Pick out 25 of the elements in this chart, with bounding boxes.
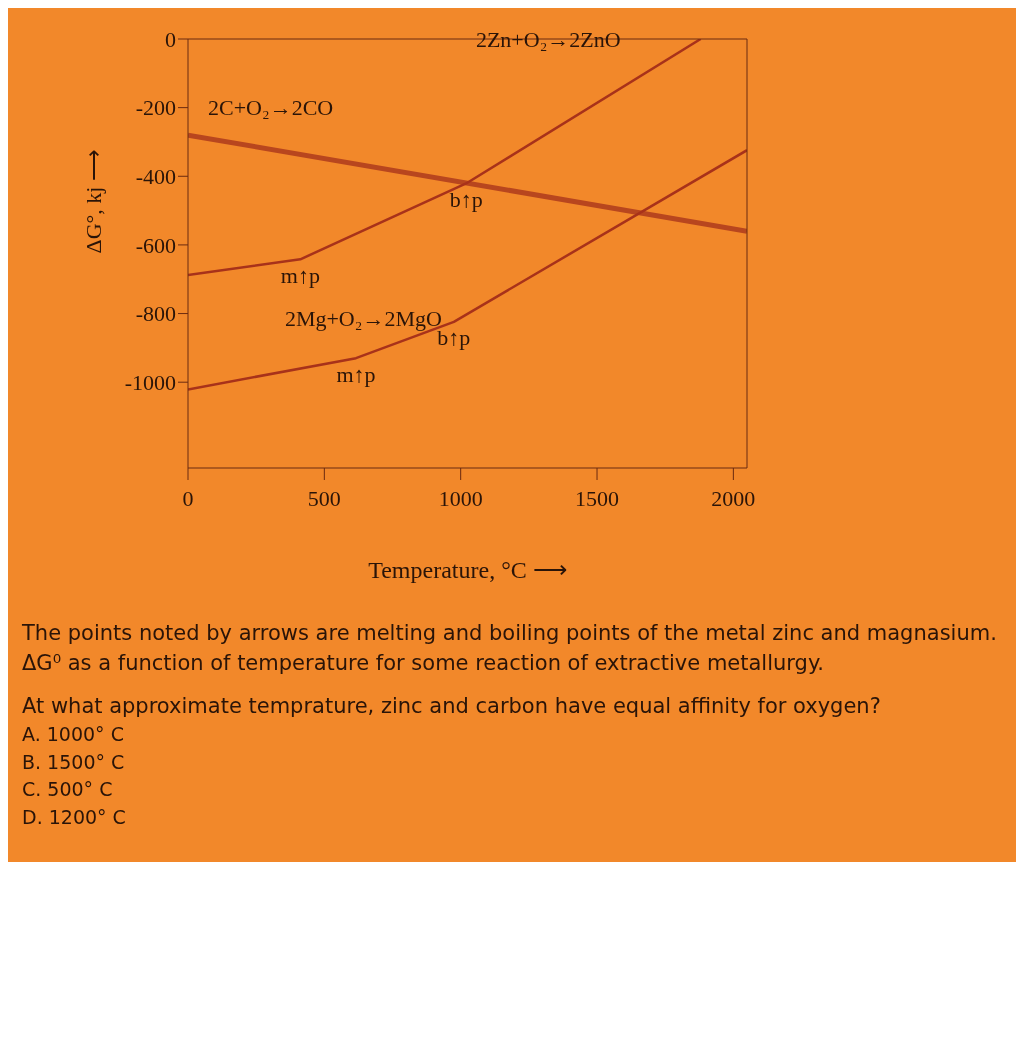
text: A. 1000° C	[22, 722, 125, 748]
y-tick-label: -400	[135, 164, 176, 190]
annotation: b↑p	[449, 187, 483, 213]
series-label: 2Zn+O₂→2ZnO	[475, 27, 621, 52]
annotation: m↑p	[280, 262, 320, 288]
y-tick-label: -1000	[124, 370, 176, 396]
text: At what approximate temprature, zinc and carbon have equal affinity for oxygen?	[22, 692, 882, 720]
annotation: m↑p	[336, 361, 376, 387]
x-tick-label: 1500	[575, 485, 620, 511]
x-tick-label: 0	[182, 485, 194, 511]
line-series	[188, 148, 747, 391]
x-axis-title: Temperature, °C ⟶	[368, 557, 567, 583]
series-label: 2C+O₂→2CO	[208, 95, 334, 121]
x-tick-label: 2000	[711, 485, 756, 511]
text: The points noted by arrows are melting and boiling points of the metal zinc and magnasium. ΔG⁰ as a function of temperature for some reaction of extractive metallurgy.	[22, 620, 998, 678]
x-tick-label: 1000	[438, 485, 483, 511]
y-axis-title: ΔG°, kj ⟶	[80, 149, 106, 254]
y-tick-label: -200	[135, 95, 176, 121]
y-tick-label: 0	[165, 26, 176, 52]
y-tick-label: -800	[135, 301, 176, 327]
text: C. 500° C	[22, 777, 114, 803]
x-tick-label: 500	[307, 485, 341, 511]
y-tick-label: -600	[135, 232, 176, 258]
text: B. 1500° C	[22, 749, 126, 775]
text: D. 1200° C	[22, 804, 127, 830]
